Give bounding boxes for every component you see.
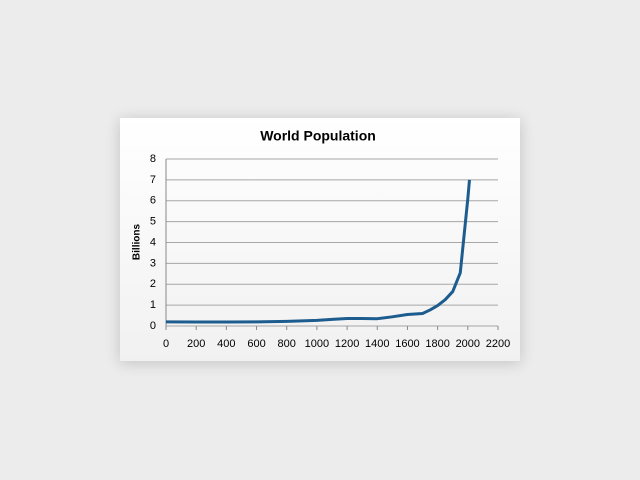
data-line [165, 179, 471, 324]
y-tick-label: 8 [150, 153, 156, 165]
y-tick-label: 6 [150, 195, 156, 207]
x-tick-label: 0 [163, 338, 169, 350]
x-tick-label: 600 [247, 338, 265, 350]
x-tick-label: 1400 [365, 338, 389, 350]
y-axis-label: Billions [132, 224, 143, 261]
x-tick-label: 1200 [335, 338, 359, 350]
x-tick-label: 200 [187, 338, 205, 350]
y-tick-label: 5 [150, 216, 156, 228]
y-tick-label: 7 [150, 174, 156, 186]
x-tick-label: 1600 [395, 338, 419, 350]
chart-title: World Population [260, 128, 376, 144]
x-tick-label: 800 [278, 338, 296, 350]
y-tick-label: 3 [150, 257, 156, 269]
x-tick-label: 2200 [486, 338, 510, 350]
y-tick-label: 0 [150, 320, 156, 332]
x-tick-label: 2000 [456, 338, 480, 350]
y-tick-label: 4 [150, 236, 156, 248]
y-tick-label: 1 [150, 299, 156, 311]
x-tick-label: 1800 [425, 338, 449, 350]
x-tick-label: 1000 [305, 338, 329, 350]
y-tick-label: 2 [150, 278, 156, 290]
x-tick-label: 400 [217, 338, 235, 350]
